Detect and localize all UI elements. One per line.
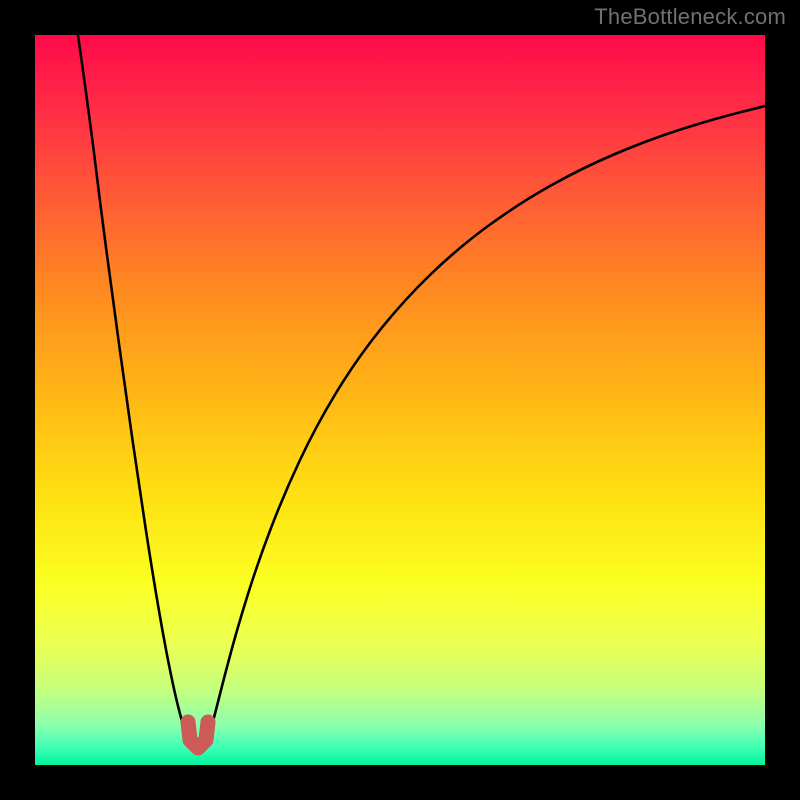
watermark-label: TheBottleneck.com	[594, 4, 786, 30]
bottleneck-chart	[0, 0, 800, 800]
gradient-background	[35, 35, 765, 765]
chart-canvas: TheBottleneck.com	[0, 0, 800, 800]
